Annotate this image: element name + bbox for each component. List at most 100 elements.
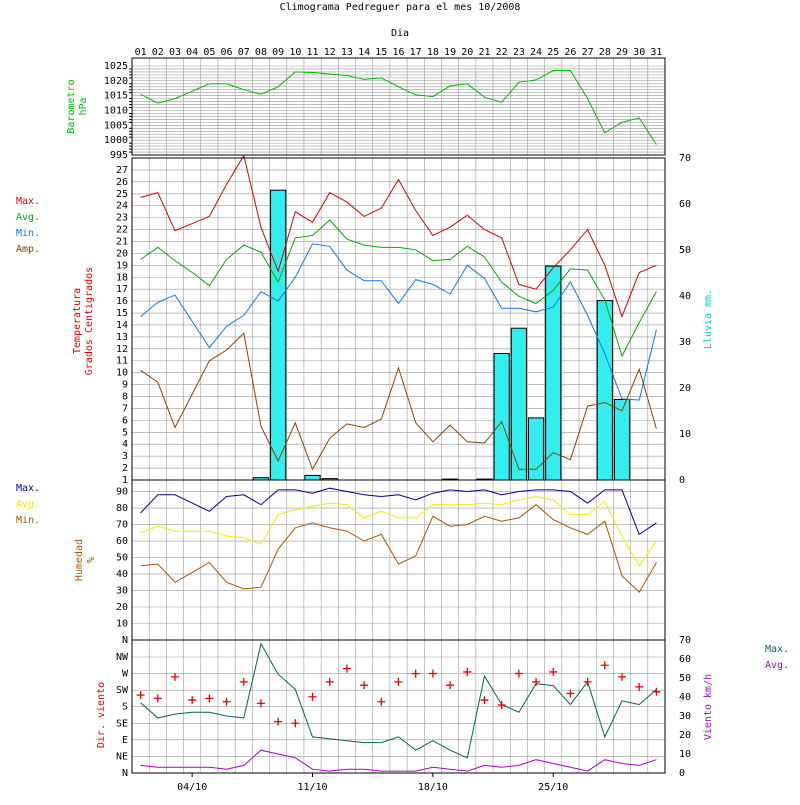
day-tick-label: 14 — [358, 47, 370, 58]
temp-tick-label: 23 — [116, 213, 128, 224]
day-tick-label: 15 — [375, 47, 387, 58]
wind-speed-tick-label: 70 — [679, 635, 691, 646]
temp-ylabel-group: Temperatura Grados Centigrados — [72, 267, 95, 375]
wind-dir-tick-label: N — [122, 768, 128, 779]
hum-tick-label: 50 — [116, 553, 128, 564]
wind-direction-marker — [566, 689, 575, 698]
temp-legend-entry: Avg. — [16, 212, 40, 223]
wind-direction-marker — [170, 672, 179, 681]
day-tick-label: 22 — [496, 47, 508, 58]
rain-bar — [596, 300, 613, 481]
day-tick-label: 31 — [650, 47, 662, 58]
rain-tick-label: 10 — [679, 429, 691, 440]
wind-speed-tick-label: 40 — [679, 692, 691, 703]
temp-tick-label: 6 — [122, 415, 128, 426]
day-tick-label: 12 — [324, 47, 336, 58]
temp-tick-label: 26 — [116, 177, 128, 188]
temp-legend-entry: Min. — [16, 228, 40, 239]
wind-speed-tick-label: 10 — [679, 749, 691, 760]
baro-tick-label: 1000 — [104, 135, 128, 146]
wind-direction-marker — [411, 669, 420, 678]
baro-tick-label: 1005 — [104, 120, 128, 131]
wind-direction-marker — [652, 687, 661, 696]
day-tick-label: 10 — [289, 47, 301, 58]
wind-dir-tick-label: NW — [116, 652, 129, 663]
baro-tick-label: 1015 — [104, 91, 128, 102]
temp-legend-entry: Amp. — [16, 244, 40, 255]
wind-direction-marker — [325, 677, 334, 686]
hum-tick-label: 40 — [116, 569, 128, 580]
temp-tick-label: 9 — [122, 380, 128, 391]
wind-dir-tick-label: NE — [116, 751, 128, 762]
rain-ylabel: Lluvia mm. — [703, 289, 714, 349]
wind-dir-tick-label: S — [122, 702, 128, 713]
wind-speed-line — [140, 749, 657, 772]
temp-tick-label: 15 — [116, 308, 128, 319]
wind-legend-entry: Avg. — [765, 660, 789, 671]
temp-tick-label: 25 — [116, 189, 128, 200]
temp-tick-label: 12 — [116, 344, 128, 355]
rain-bar — [304, 474, 321, 481]
wind-direction-marker — [446, 681, 455, 690]
wind-direction-marker — [377, 697, 386, 706]
wind-dir-tick-label: SE — [116, 718, 128, 729]
temp-tick-label: 2 — [122, 463, 128, 474]
day-tick-label: 11 — [307, 47, 319, 58]
day-tick-label: 18 — [427, 47, 439, 58]
day-tick-label: 19 — [444, 47, 456, 58]
hum-legend-entry: Min. — [16, 515, 40, 526]
wind-direction-marker — [291, 719, 300, 728]
temp-tick-label: 21 — [116, 236, 128, 247]
day-tick-label: 17 — [410, 47, 422, 58]
wind-direction-marker — [342, 664, 351, 673]
wind-direction-marker — [463, 667, 472, 676]
wind-direction-marker — [274, 717, 283, 726]
day-tick-label: 08 — [255, 47, 267, 58]
temp-legend-entry: Max. — [16, 196, 40, 207]
wind-ylabel-group: Dir. viento — [96, 682, 107, 748]
temp-tick-label: 8 — [122, 392, 128, 403]
wind-dir-tick-label: W — [122, 669, 129, 680]
rain-bar — [527, 417, 545, 481]
date-tick-label: 25/10 — [538, 782, 568, 793]
wind-direction-marker — [514, 669, 523, 678]
wind-panel-frame — [131, 639, 666, 774]
hum-tick-label: 20 — [116, 602, 128, 613]
rain-bar — [270, 189, 287, 481]
wind-direction-marker — [497, 701, 506, 710]
day-tick-label: 27 — [582, 47, 594, 58]
rain-tick-label: 50 — [679, 245, 691, 256]
wind-speed-tick-label: 50 — [679, 673, 691, 684]
temp-tick-label: 13 — [116, 332, 128, 343]
day-tick-label: 24 — [530, 47, 542, 58]
rain-bar — [510, 327, 527, 481]
temp-tick-label: 7 — [122, 403, 128, 414]
wind-speed-tick-label: 30 — [679, 711, 691, 722]
x-axis-label: Dia — [391, 28, 409, 39]
baro-ylabel-line2: hPa — [78, 97, 89, 115]
baro-panel-frame — [131, 57, 666, 156]
wind-dir-tick-label: SW — [116, 685, 129, 696]
baro-tick-label: 1020 — [104, 76, 128, 87]
wind-direction-marker — [188, 696, 197, 705]
wind-direction-marker — [618, 672, 627, 681]
wind-direction-marker — [360, 681, 369, 690]
rain-tick-label: 0 — [679, 475, 685, 486]
baro-ylabel-line1: Barometro — [66, 79, 77, 133]
day-tick-label: 05 — [203, 47, 215, 58]
temp-ylabel-line2: Grados Centigrados — [84, 267, 95, 375]
wind-speed-line — [140, 642, 657, 759]
hum-tick-label: 80 — [116, 503, 128, 514]
hum-tick-label: 60 — [116, 536, 128, 547]
hum-tick-label: 30 — [116, 586, 128, 597]
day-tick-label: 26 — [564, 47, 576, 58]
date-tick-label: 04/10 — [177, 782, 207, 793]
temp-tick-label: 19 — [116, 260, 128, 271]
wind-direction-marker — [308, 692, 317, 701]
day-tick-label: 04 — [186, 47, 198, 58]
hum-ylabel-line1: Humedad — [74, 539, 85, 581]
wind-direction-marker — [549, 667, 558, 676]
baro-ylabel-group: Barometro hPa — [66, 79, 89, 133]
day-tick-label: 23 — [513, 47, 525, 58]
